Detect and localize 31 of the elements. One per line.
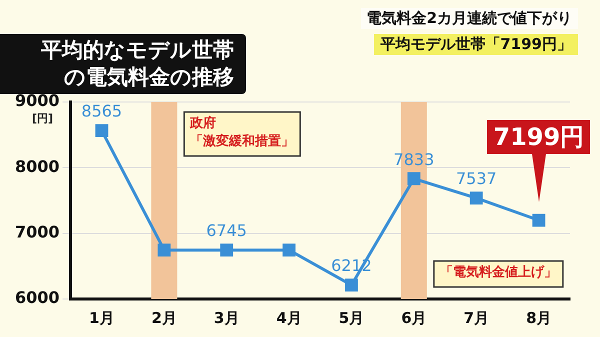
data-label: 7833 (394, 150, 434, 169)
text: 平均モデル世帯「7199円」 (374, 34, 578, 55)
data-label: 6745 (206, 221, 247, 240)
x-tick-label: 2月 (151, 308, 177, 327)
y-tick-label: 8000 (15, 156, 60, 176)
data-label: 7537 (456, 169, 497, 188)
point (220, 244, 234, 257)
data-label: 8565 (81, 102, 122, 121)
point (345, 278, 358, 292)
band-label: 「電気料金値上げ」 (440, 264, 557, 280)
chart-title: 平均的なモデル世帯の電気料金の推移 (41, 38, 234, 89)
point (407, 172, 420, 186)
x-tick-label: 1月 (89, 308, 114, 327)
point (470, 192, 483, 205)
text: 電気料金2カ月連続で値下がり (360, 8, 578, 29)
y-axis-title: [円] (32, 112, 54, 125)
x-tick-label: 8月 (526, 308, 552, 327)
y-tick-label: 6000 (15, 288, 60, 308)
x-tick-label: 3月 (214, 308, 240, 327)
x-tick-label: 7月 (464, 308, 490, 327)
x-tick-label: 4月 (276, 308, 302, 327)
y-tick-label: 7000 (15, 222, 60, 242)
point (158, 244, 171, 257)
y-tick-label: 9000 (15, 91, 60, 110)
point (282, 244, 296, 257)
point (95, 124, 108, 138)
band-label: 政府「激変緩和措置」 (189, 114, 294, 149)
x-tick-label: 5月 (338, 308, 364, 327)
x-tick-label: 6月 (401, 308, 427, 327)
data-label: 7199円 (487, 120, 590, 154)
point (532, 214, 546, 227)
